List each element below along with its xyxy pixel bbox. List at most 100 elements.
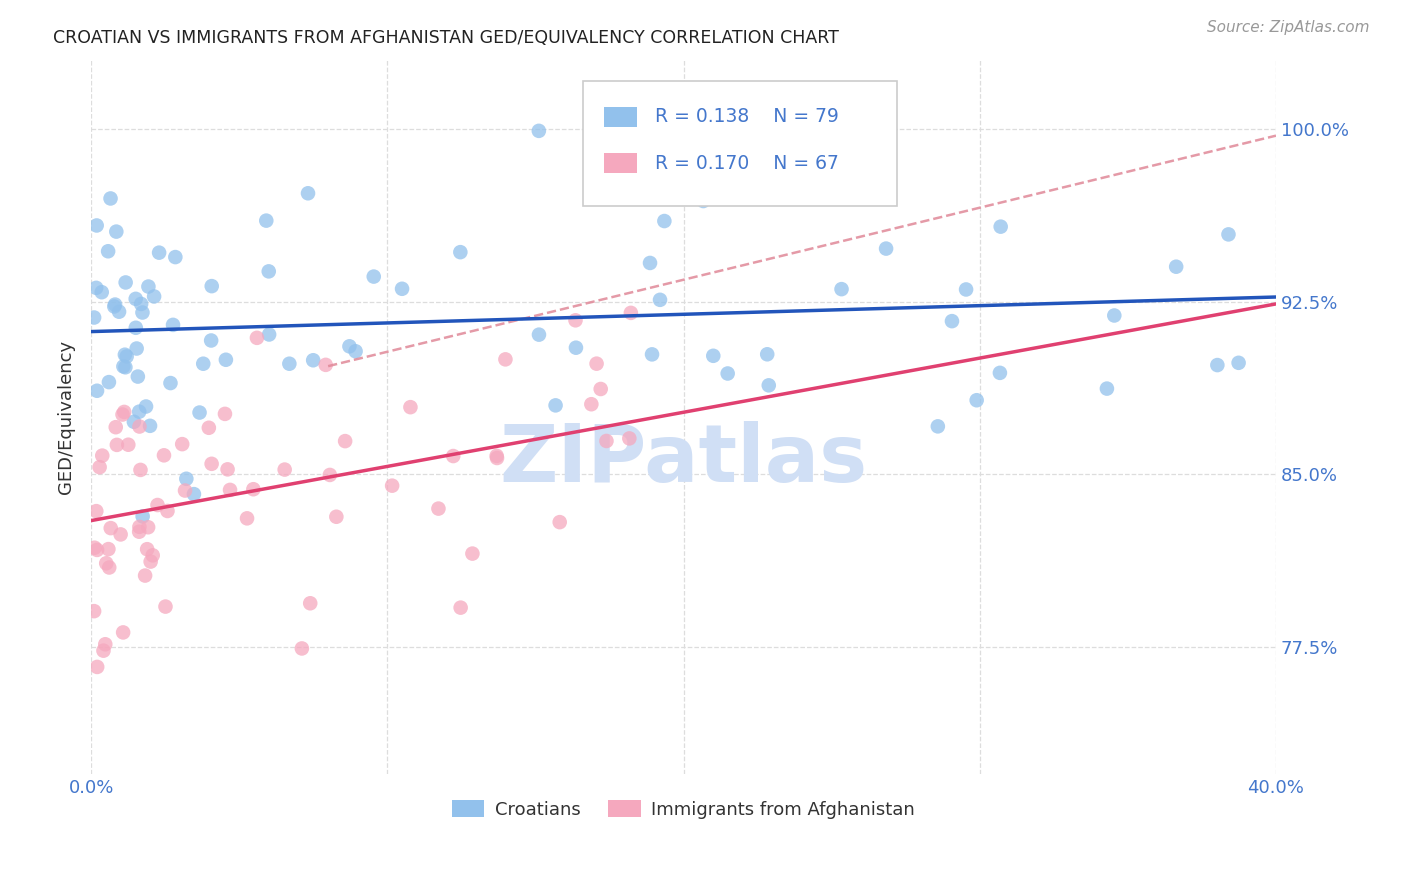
Point [302,353,325,368]
Point [990,219,1012,234]
Point [115,350,138,364]
Point [564,313,586,327]
Point [702,349,724,363]
Point [325,509,347,524]
Point [131,509,153,524]
Point [172,437,194,451]
Point [363,269,385,284]
Point [544,398,567,412]
Legend: Croatians, Immigrants from Afghanistan: Croatians, Immigrants from Afghanistan [444,793,922,826]
Point [142,549,165,563]
Point [242,482,264,496]
Point [129,297,152,311]
Point [217,462,239,476]
Point [96,556,118,570]
Point [548,515,571,529]
Point [105,225,128,239]
Point [156,504,179,518]
Point [146,498,169,512]
Point [257,264,280,278]
Text: ZIPatlas: ZIPatlas [499,421,868,499]
Point [219,483,242,497]
Point [114,348,136,362]
Point [139,418,162,433]
Point [159,376,181,390]
Point [84,281,107,295]
Point [153,448,176,462]
Point [183,487,205,501]
Point [756,347,779,361]
Point [201,279,224,293]
Point [86,660,108,674]
Point [638,256,661,270]
Point [125,320,148,334]
Point [257,327,280,342]
Point [112,405,135,419]
Text: CROATIAN VS IMMIGRANTS FROM AFGHANISTAN GED/EQUIVALENCY CORRELATION CHART: CROATIAN VS IMMIGRANTS FROM AFGHANISTAN … [53,29,839,46]
Point [254,213,277,227]
Point [148,245,170,260]
Point [619,431,641,445]
Point [174,483,197,498]
Point [565,341,588,355]
Point [94,637,117,651]
Point [485,450,508,465]
Point [1206,358,1229,372]
Point [165,250,187,264]
Point [103,300,125,314]
Point [86,542,108,557]
Point [136,542,159,557]
Point [641,347,664,361]
Point [589,382,612,396]
Point [98,560,121,574]
Point [198,421,221,435]
Point [86,384,108,398]
Point [201,457,224,471]
Point [97,244,120,259]
Point [648,293,671,307]
Point [955,283,977,297]
Point [1104,309,1126,323]
Point [111,408,134,422]
Point [83,310,105,325]
Point [585,357,607,371]
Point [162,318,184,332]
Point [236,511,259,525]
Point [381,478,404,492]
Text: R = 0.170    N = 67: R = 0.170 N = 67 [655,153,839,173]
Point [831,282,853,296]
Point [654,214,676,228]
Point [875,242,897,256]
Point [927,419,949,434]
Point [941,314,963,328]
Point [215,352,238,367]
Point [128,419,150,434]
Point [339,339,361,353]
Point [83,604,105,618]
Point [246,331,269,345]
Point [595,434,617,448]
Point [427,501,450,516]
Point [494,352,516,367]
Point [108,304,131,318]
Point [527,124,550,138]
Point [988,366,1011,380]
Point [104,297,127,311]
Point [155,599,177,614]
Point [200,334,222,348]
Point [273,462,295,476]
FancyBboxPatch shape [583,81,897,206]
Point [966,393,988,408]
Point [110,527,132,541]
Point [214,407,236,421]
Point [461,547,484,561]
Point [97,375,120,389]
Point [692,194,714,208]
FancyBboxPatch shape [605,153,637,173]
Point [188,405,211,419]
Text: R = 0.138    N = 79: R = 0.138 N = 79 [655,107,839,127]
Point [333,434,356,449]
Point [399,400,422,414]
Point [91,449,114,463]
Point [112,359,135,374]
